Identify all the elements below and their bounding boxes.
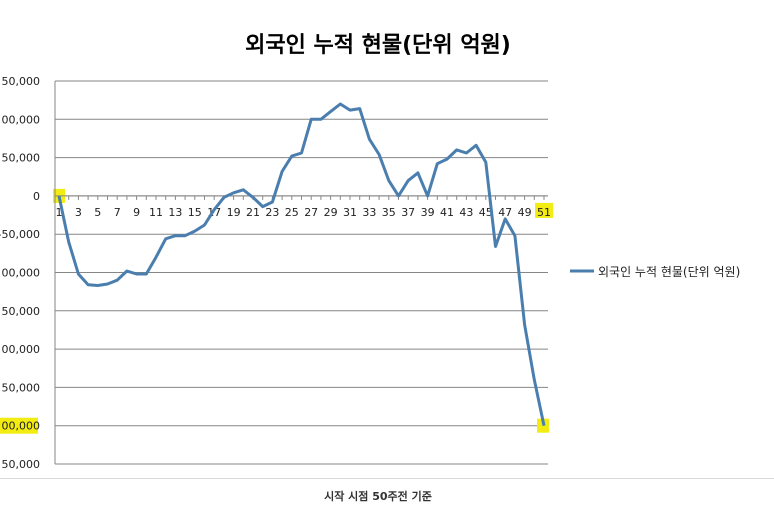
highlight-end-tick: [535, 202, 553, 218]
x-tick-label: 11: [149, 206, 163, 219]
x-axis-title: 시작 시점 50주전 기준: [324, 489, 432, 503]
y-tick-label: 50,000: [2, 458, 41, 471]
x-tick-label: 49: [518, 206, 532, 219]
x-tick-label: 45: [479, 206, 493, 219]
legend-label: 외국인 누적 현물(단위 억원): [598, 265, 740, 279]
x-tick-label: 39: [421, 206, 435, 219]
x-tick-label: 51: [537, 206, 551, 219]
x-tick-label: 1: [56, 206, 63, 219]
y-tick-label: 00,000: [2, 420, 41, 433]
x-tick-label: 43: [459, 206, 473, 219]
y-tick-label: 50,000: [2, 305, 41, 318]
y-tick-label: 50,000: [2, 381, 41, 394]
x-tick-label: 19: [227, 206, 241, 219]
chart-title: 외국인 누적 현물(단위 억원): [245, 33, 511, 58]
y-tick-label: 00,000: [2, 267, 41, 280]
y-tick-label: 00,000: [2, 113, 41, 126]
x-tick-label: 27: [304, 206, 318, 219]
x-tick-label: 3: [75, 206, 82, 219]
series-line: [57, 102, 546, 427]
x-tick-label: 5: [94, 206, 101, 219]
x-tick-label: 7: [114, 206, 121, 219]
legend: 외국인 누적 현물(단위 억원): [570, 265, 740, 279]
axes: [54, 81, 548, 464]
x-tick-label: 29: [324, 206, 338, 219]
y-tick-label: 0: [33, 190, 40, 203]
y-tick-label: 50,000: [2, 75, 41, 88]
x-tick-label: 33: [362, 206, 376, 219]
x-tick-label: 31: [343, 206, 357, 219]
y-tick-label: 50,000: [2, 152, 41, 165]
x-tick-label: 25: [285, 206, 299, 219]
highlight-y-label: [0, 417, 38, 434]
x-tick-label: 13: [168, 206, 182, 219]
series-group: [57, 102, 546, 427]
x-tick-labels: 1 3 5 7 9 11 13 15 17 19 21 23 25 27 29 31 33 35 37 39 41 43 4…: [56, 206, 552, 219]
x-tick-label: 35: [382, 206, 396, 219]
y-tick-label: -50,000: [0, 228, 40, 241]
x-tick-label: 47: [498, 206, 512, 219]
x-tick-label: 37: [401, 206, 415, 219]
x-tick-label: 41: [440, 206, 454, 219]
x-tick-label: 15: [188, 206, 202, 219]
y-tick-label: 00,000: [2, 343, 41, 356]
y-tick-labels: 50,000 00,000 50,000 0 -50,000 00,000 50,000 00…: [0, 75, 40, 471]
x-tick-label: 23: [265, 206, 279, 219]
x-tick-label: 21: [246, 206, 260, 219]
x-tick-label: 9: [133, 206, 140, 219]
bottom-divider: [0, 478, 774, 479]
